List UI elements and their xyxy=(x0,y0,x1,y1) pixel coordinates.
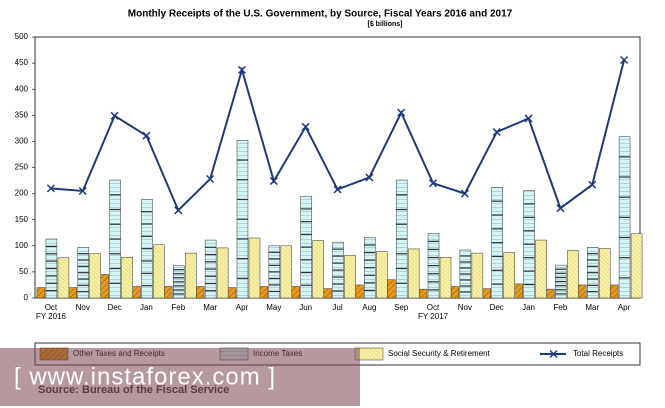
y-tick-label: 400 xyxy=(15,84,29,93)
x-tick-label: Jul xyxy=(332,303,342,312)
bar xyxy=(216,247,229,299)
bar xyxy=(195,286,205,299)
bar xyxy=(36,287,46,299)
marker xyxy=(428,179,438,188)
marker xyxy=(46,184,55,193)
line xyxy=(50,59,626,213)
bar xyxy=(227,287,237,299)
x-tick-label: Oct xyxy=(45,303,58,312)
bar xyxy=(323,288,332,299)
x-tick-label: Dec xyxy=(490,303,504,312)
marker xyxy=(556,204,565,213)
watermark: [ www.instaforex.com ] xyxy=(14,363,276,390)
legend-label: Total Receipts xyxy=(573,349,623,358)
bar xyxy=(132,286,141,299)
y-tick-label: 100 xyxy=(15,241,29,250)
x-tick-label: Sep xyxy=(394,303,409,312)
y-tick-label: 300 xyxy=(15,137,29,146)
bar xyxy=(121,257,133,299)
marker xyxy=(110,111,119,120)
y-tick-label: 250 xyxy=(15,163,29,172)
bar xyxy=(153,244,165,299)
marker xyxy=(333,185,342,194)
marker xyxy=(269,177,278,186)
marker xyxy=(492,127,501,137)
marker xyxy=(524,114,533,123)
x-tick-label: Apr xyxy=(236,303,249,312)
x-tick-label: Oct xyxy=(427,303,440,312)
bar xyxy=(280,245,293,299)
bar xyxy=(164,286,173,299)
x-tick-label: Mar xyxy=(203,303,217,312)
x-tick-label: May xyxy=(266,303,281,312)
y-tick-label: 350 xyxy=(15,110,29,119)
y-tick-label: 500 xyxy=(15,32,29,41)
x-tick-label: Nov xyxy=(76,303,90,312)
bar xyxy=(68,287,78,299)
y-tick-label: 0 xyxy=(24,293,29,302)
marker xyxy=(142,131,151,140)
bar xyxy=(439,257,452,299)
bar xyxy=(514,283,523,299)
bar xyxy=(535,239,547,299)
x-tick-label: Jan xyxy=(522,303,535,312)
bar xyxy=(312,240,324,299)
bar xyxy=(386,279,396,299)
x-tick-label: Aug xyxy=(362,303,376,312)
bar xyxy=(450,286,460,299)
bar xyxy=(577,284,587,299)
bar xyxy=(259,286,269,299)
bar xyxy=(609,284,619,299)
x-tick-label: Mar xyxy=(585,303,599,312)
bar xyxy=(100,274,109,299)
fy-label: FY 2017 xyxy=(418,312,449,321)
bar xyxy=(598,248,611,299)
fy-label: FY 2016 xyxy=(36,312,67,321)
marker xyxy=(365,173,374,182)
bar xyxy=(344,254,356,299)
marker xyxy=(620,55,629,64)
y-tick-label: 50 xyxy=(19,267,28,276)
x-tick-label: Feb xyxy=(553,303,567,312)
chart-title: Monthly Receipts of the U.S. Government,… xyxy=(128,9,513,20)
y-tick-label: 450 xyxy=(15,58,29,67)
marker xyxy=(78,186,87,196)
watermark-band xyxy=(0,348,360,406)
marker xyxy=(206,174,215,184)
legend-label: Social Security & Retirement xyxy=(388,349,491,358)
bar xyxy=(407,248,420,299)
bar xyxy=(376,251,388,299)
bar xyxy=(546,288,555,299)
y-tick-label: 150 xyxy=(15,215,29,224)
bar xyxy=(471,252,484,299)
bar xyxy=(89,253,102,299)
marker xyxy=(460,189,469,198)
legend-marker xyxy=(549,349,558,359)
x-tick-label: Jun xyxy=(299,303,312,312)
x-tick-label: Nov xyxy=(458,303,472,312)
x-tick-label: Jan xyxy=(140,303,153,312)
marker xyxy=(237,65,247,74)
bar xyxy=(185,252,197,299)
chart-subtitle: [$ billions] xyxy=(368,21,403,28)
marker xyxy=(397,108,406,117)
x-tick-label: Apr xyxy=(618,303,631,312)
marker xyxy=(588,180,597,189)
x-tick-label: Feb xyxy=(171,303,185,312)
bar xyxy=(503,252,515,299)
bar xyxy=(291,286,300,299)
bar xyxy=(482,288,491,299)
y-tick-label: 200 xyxy=(15,189,29,198)
bar xyxy=(248,237,261,299)
bar xyxy=(567,250,579,299)
bar xyxy=(355,284,364,299)
x-tick-label: Dec xyxy=(107,303,121,312)
marker xyxy=(301,122,310,131)
marker xyxy=(174,206,183,215)
bar xyxy=(418,288,428,299)
bar xyxy=(630,233,643,299)
bar xyxy=(57,257,70,299)
